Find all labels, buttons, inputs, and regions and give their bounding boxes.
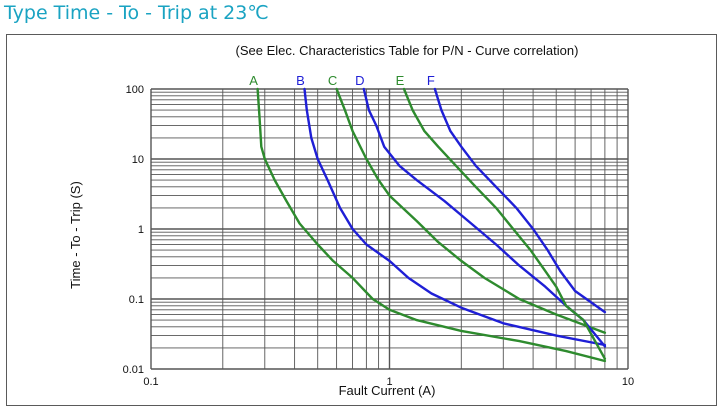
- curve-label-d: D: [355, 73, 364, 88]
- x-tick-label: 10: [622, 376, 634, 388]
- y-tick-label: 100: [126, 84, 144, 96]
- series-layer: [256, 87, 607, 363]
- curve-label-e: E: [396, 73, 405, 88]
- chart-frame: 0.1 1 10 0.01 0.1 1 10 100 A B C D E F (See Elec. Cha…: [6, 34, 717, 406]
- curve-a: [256, 87, 607, 363]
- y-tick-label: 1: [138, 224, 144, 236]
- grid-layer: [150, 88, 629, 370]
- y-tick-label: 10: [132, 154, 144, 166]
- curve-label-b: B: [296, 73, 305, 88]
- curve-label-c: C: [328, 73, 337, 88]
- curve-e: [402, 87, 607, 360]
- y-tick-label: 0.01: [123, 364, 144, 376]
- curve-label-f: F: [427, 73, 435, 88]
- y-tick-label: 0.1: [129, 294, 144, 306]
- chart-subtitle: (See Elec. Characteristics Table for P/N…: [236, 43, 579, 58]
- x-axis-label: Fault Current (A): [339, 383, 436, 398]
- page-title: Type Time - To - Trip at 23℃: [4, 2, 269, 24]
- curve-label-a: A: [249, 73, 258, 88]
- x-tick-label: 0.1: [143, 376, 158, 388]
- curve-d: [362, 87, 607, 348]
- x-tick-label: 1: [386, 376, 392, 388]
- y-axis-label: Time - To - Trip (S): [68, 181, 83, 289]
- curve-c: [335, 87, 607, 334]
- curve-b: [303, 87, 607, 347]
- curve-f: [433, 87, 607, 314]
